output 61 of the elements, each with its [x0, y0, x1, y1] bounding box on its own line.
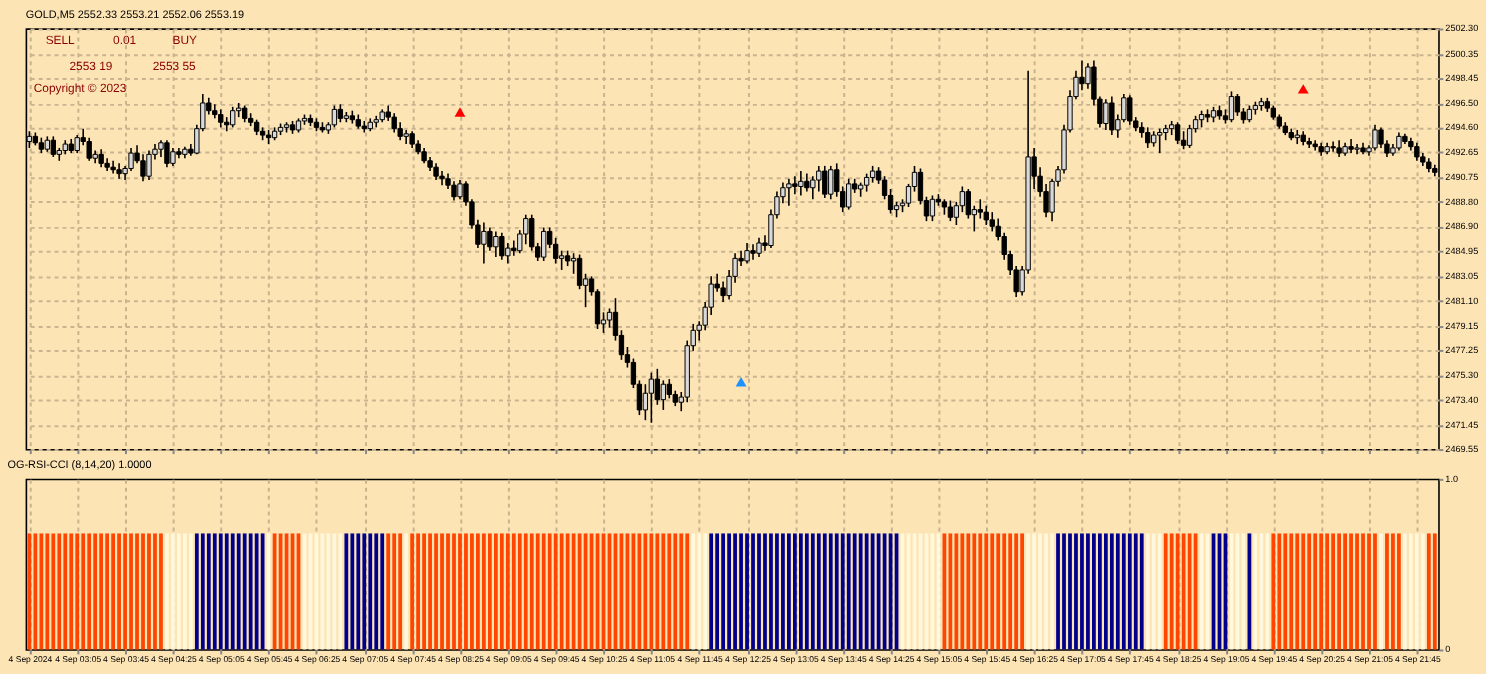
candlestick	[164, 139, 170, 168]
candlestick	[660, 379, 666, 411]
candlestick	[86, 136, 92, 162]
candlestick	[505, 242, 511, 265]
candlestick	[116, 162, 122, 180]
candlestick	[983, 204, 989, 226]
candlestick	[989, 211, 995, 233]
candlestick	[744, 242, 750, 265]
candlestick	[1186, 124, 1193, 149]
candlestick	[50, 135, 56, 158]
candlestick	[792, 175, 798, 195]
candlestick	[481, 221, 487, 265]
candlestick	[128, 147, 134, 172]
candlestick	[451, 180, 457, 202]
candlestick	[666, 378, 672, 400]
candlestick	[786, 177, 792, 207]
candlestick	[846, 177, 852, 211]
candlestick	[1127, 94, 1133, 126]
candlestick	[1234, 93, 1241, 117]
candlestick	[558, 249, 565, 271]
candlestick	[1174, 121, 1181, 145]
candlestick	[140, 153, 146, 183]
candlestick	[439, 170, 445, 186]
candlestick	[828, 165, 834, 201]
candlestick	[750, 243, 756, 261]
candlestick	[110, 159, 116, 175]
candlestick	[1145, 126, 1151, 149]
candlestick	[331, 104, 338, 129]
point	[1297, 84, 1309, 94]
candlestick	[224, 116, 230, 133]
candlestick	[648, 371, 655, 424]
candlestick	[1348, 138, 1354, 154]
candlestick	[1079, 59, 1085, 91]
candlestick	[403, 129, 409, 145]
candlestick	[391, 112, 397, 134]
candlestick	[1294, 129, 1300, 145]
candlestick	[947, 199, 954, 222]
candlestick	[977, 198, 983, 220]
candlestick	[493, 230, 499, 258]
candlestick	[756, 237, 762, 258]
candlestick	[1372, 124, 1378, 152]
point	[454, 107, 466, 117]
candlestick	[1157, 127, 1163, 154]
candlestick	[798, 170, 804, 197]
candlestick	[816, 165, 822, 193]
point	[735, 376, 747, 387]
candlestick	[541, 226, 547, 262]
candlestick	[523, 213, 529, 246]
candlestick	[1103, 98, 1109, 131]
candlestick	[1109, 95, 1115, 136]
candlestick	[511, 239, 517, 257]
candlestick	[230, 106, 236, 129]
candlestick	[929, 194, 936, 222]
candlestick	[822, 165, 828, 199]
candlestick	[1228, 90, 1235, 124]
candlestick	[499, 231, 505, 261]
candlestick	[1378, 126, 1384, 149]
candlestick	[457, 179, 463, 201]
candlestick	[146, 149, 152, 181]
candlestick	[606, 307, 613, 329]
candlestick	[720, 280, 726, 303]
